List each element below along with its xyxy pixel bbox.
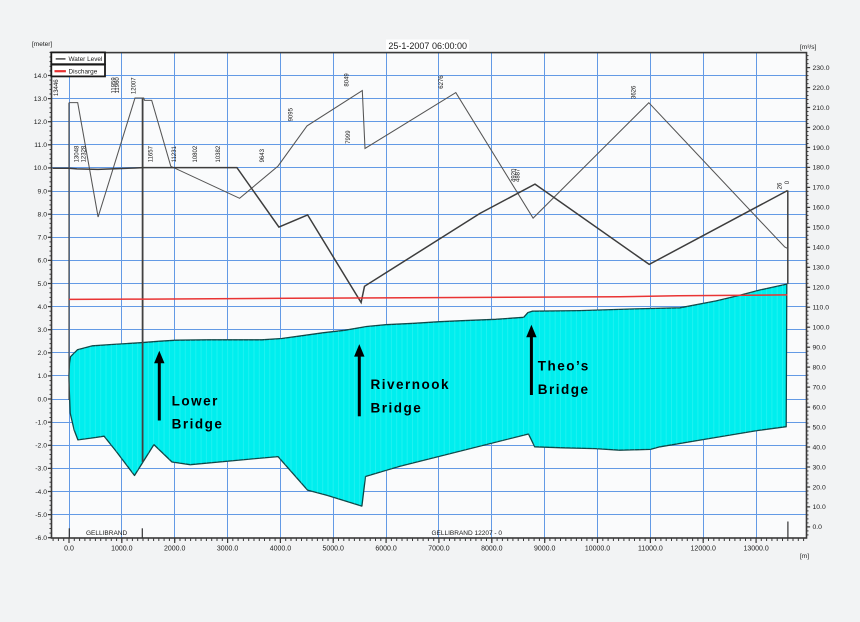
svg-text:4920: 4920: [512, 168, 518, 182]
svg-text:12007: 12007: [131, 77, 137, 94]
svg-text:9643: 9643: [260, 148, 266, 162]
svg-text:Discharge: Discharge: [69, 69, 98, 76]
svg-text:11959: 11959: [111, 77, 117, 94]
svg-text:5000.0: 5000.0: [322, 545, 344, 552]
svg-text:10802: 10802: [193, 145, 199, 162]
svg-text:130.0: 130.0: [813, 265, 830, 272]
svg-text:9.0: 9.0: [38, 188, 48, 195]
svg-text:30.0: 30.0: [813, 464, 826, 471]
svg-text:8049: 8049: [344, 73, 350, 87]
svg-text:3.0: 3.0: [38, 327, 48, 334]
svg-text:140.0: 140.0: [813, 245, 830, 252]
svg-text:10000.0: 10000.0: [585, 545, 610, 552]
svg-text:1.0: 1.0: [38, 373, 48, 380]
svg-text:13.0: 13.0: [34, 96, 47, 103]
svg-text:3626: 3626: [631, 85, 637, 99]
svg-text:230.0: 230.0: [813, 65, 830, 72]
svg-text:0: 0: [785, 180, 791, 184]
svg-text:4.0: 4.0: [38, 304, 48, 311]
svg-text:3000.0: 3000.0: [217, 545, 239, 552]
svg-text:-6.0: -6.0: [35, 535, 47, 542]
svg-text:90.0: 90.0: [813, 345, 826, 352]
svg-text:220.0: 220.0: [813, 85, 830, 92]
svg-text:210.0: 210.0: [813, 105, 830, 112]
svg-text:11000.0: 11000.0: [638, 545, 663, 552]
svg-text:9000.0: 9000.0: [534, 545, 556, 552]
svg-text:Rivernook: Rivernook: [371, 377, 451, 392]
svg-text:1000.0: 1000.0: [111, 545, 133, 552]
svg-text:0.0: 0.0: [813, 524, 823, 531]
svg-text:80.0: 80.0: [813, 364, 826, 371]
svg-text:-4.0: -4.0: [35, 489, 47, 496]
svg-text:12000.0: 12000.0: [691, 545, 716, 552]
svg-text:7.0: 7.0: [38, 235, 48, 242]
svg-text:Theo’s: Theo’s: [538, 359, 590, 374]
svg-text:Bridge: Bridge: [172, 417, 224, 432]
svg-text:Water Level: Water Level: [69, 56, 103, 63]
svg-text:2.0: 2.0: [38, 350, 48, 357]
svg-text:8000.0: 8000.0: [481, 545, 503, 552]
svg-text:12328: 12328: [82, 145, 88, 162]
svg-text:120.0: 120.0: [813, 285, 830, 292]
svg-text:26: 26: [778, 182, 784, 189]
svg-text:200.0: 200.0: [813, 125, 830, 132]
svg-text:GELLIBRAND: GELLIBRAND: [86, 530, 127, 537]
svg-text:10.0: 10.0: [813, 504, 826, 511]
svg-text:GELLIBRAND 12207 - 0: GELLIBRAND 12207 - 0: [432, 530, 503, 537]
svg-text:-1.0: -1.0: [35, 420, 47, 427]
svg-text:10382: 10382: [216, 145, 222, 162]
svg-text:11.0: 11.0: [34, 142, 47, 149]
svg-text:160.0: 160.0: [813, 205, 830, 212]
svg-text:150.0: 150.0: [813, 225, 830, 232]
svg-text:60.0: 60.0: [813, 404, 826, 411]
svg-text:20.0: 20.0: [813, 484, 826, 491]
svg-text:[m]: [m]: [800, 553, 809, 560]
svg-text:13000.0: 13000.0: [743, 545, 768, 552]
svg-text:110.0: 110.0: [813, 305, 830, 312]
svg-text:13048: 13048: [74, 145, 80, 162]
svg-text:[m³/s]: [m³/s]: [800, 44, 816, 51]
svg-text:11231: 11231: [172, 145, 178, 162]
svg-text:70.0: 70.0: [813, 384, 826, 391]
svg-text:190.0: 190.0: [813, 145, 830, 152]
svg-text:13446: 13446: [54, 79, 60, 96]
svg-text:180.0: 180.0: [813, 165, 830, 172]
svg-text:0.0: 0.0: [38, 396, 48, 403]
svg-text:170.0: 170.0: [813, 185, 830, 192]
svg-text:100.0: 100.0: [813, 325, 830, 332]
svg-text:-5.0: -5.0: [35, 512, 47, 519]
svg-text:Bridge: Bridge: [538, 382, 590, 397]
svg-text:6.0: 6.0: [38, 258, 48, 265]
svg-text:25-1-2007 06:00:00: 25-1-2007 06:00:00: [388, 41, 467, 51]
svg-text:9095: 9095: [289, 107, 295, 121]
svg-text:6000.0: 6000.0: [375, 545, 397, 552]
svg-text:4887: 4887: [516, 168, 522, 182]
svg-text:8.0: 8.0: [38, 212, 48, 219]
svg-text:12.0: 12.0: [34, 119, 47, 126]
svg-text:4000.0: 4000.0: [270, 545, 292, 552]
svg-text:10.0: 10.0: [34, 165, 47, 172]
svg-text:2000.0: 2000.0: [164, 545, 186, 552]
svg-text:-3.0: -3.0: [35, 466, 47, 473]
svg-text:11657: 11657: [148, 145, 154, 162]
svg-text:[meter]: [meter]: [32, 41, 52, 48]
svg-text:0.0: 0.0: [64, 545, 74, 552]
svg-text:11960: 11960: [115, 77, 121, 94]
svg-text:40.0: 40.0: [813, 444, 826, 451]
svg-text:Bridge: Bridge: [371, 401, 423, 416]
svg-text:Lower: Lower: [172, 394, 219, 409]
svg-text:5.0: 5.0: [38, 281, 48, 288]
svg-text:7000.0: 7000.0: [428, 545, 450, 552]
svg-text:-2.0: -2.0: [35, 443, 47, 450]
svg-text:14.0: 14.0: [34, 73, 47, 80]
svg-text:50.0: 50.0: [813, 424, 826, 431]
svg-text:7999: 7999: [346, 130, 352, 144]
svg-text:6276: 6276: [439, 75, 445, 89]
